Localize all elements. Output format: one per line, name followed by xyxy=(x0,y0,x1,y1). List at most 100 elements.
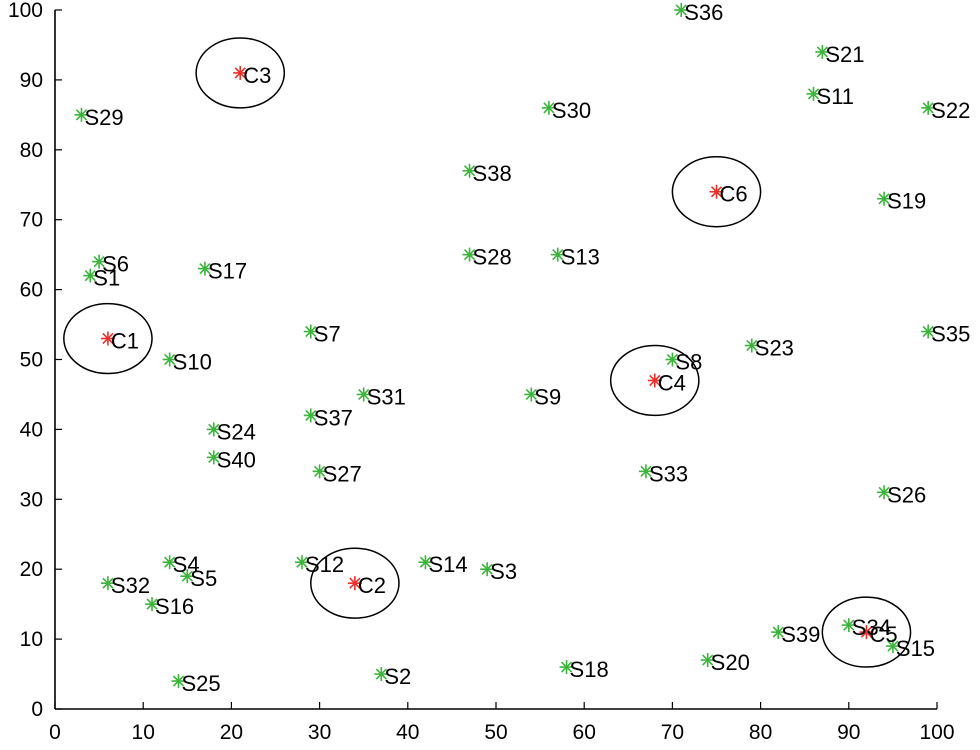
sensor-marker-s8 xyxy=(665,352,680,367)
sensor-marker-s36 xyxy=(674,3,689,17)
marker-stroke xyxy=(199,263,211,275)
marker-stroke xyxy=(234,67,246,79)
point-label-s15: S15 xyxy=(896,636,935,661)
sensor-marker-s10 xyxy=(162,352,177,367)
x-tick-label: 100 xyxy=(919,721,954,744)
marker-stroke xyxy=(305,409,317,422)
marker-stroke xyxy=(543,102,555,114)
point-label-s33: S33 xyxy=(649,461,688,486)
point-label-s25: S25 xyxy=(181,671,220,696)
sensor-marker-s34 xyxy=(841,618,856,633)
cluster-ring-c1 xyxy=(63,302,153,375)
point-label-s12: S12 xyxy=(305,552,344,577)
point-label-s17: S17 xyxy=(208,259,247,284)
sensor-marker-s27 xyxy=(312,464,327,479)
cluster-marker-c6 xyxy=(709,184,724,199)
marker-stroke xyxy=(887,640,899,652)
marker-stroke xyxy=(746,339,758,352)
marker-stroke xyxy=(463,165,476,177)
sensor-marker-s29 xyxy=(74,107,89,122)
cluster-ring-c2 xyxy=(310,547,400,619)
axes: 0 10 20 30 40 50 60 70 80 90 100 0 10 20 30 40 50 60 70 80 9… xyxy=(8,0,955,744)
sensor-marker-s15 xyxy=(885,639,900,654)
sensor-marker-s24 xyxy=(206,422,221,437)
cluster-marker-c2 xyxy=(347,576,362,591)
point-label-s39: S39 xyxy=(781,622,820,647)
marker-stroke xyxy=(375,668,387,680)
point-label-s20: S20 xyxy=(711,650,750,675)
marker-stroke xyxy=(675,4,687,16)
sensor-marker-s32 xyxy=(100,576,115,591)
point-label-s18: S18 xyxy=(570,657,609,682)
cluster-marker-c5 xyxy=(859,625,874,640)
sensor-marker-s39 xyxy=(771,625,786,640)
point-label-c1: C1 xyxy=(111,329,139,354)
marker-stroke xyxy=(93,256,105,268)
point-label-s3: S3 xyxy=(490,559,517,584)
sensor-marker-s6 xyxy=(92,254,107,269)
marker-stroke xyxy=(146,598,158,610)
point-label-c3: C3 xyxy=(243,63,271,88)
marker-stroke xyxy=(878,486,890,498)
marker-stroke xyxy=(181,570,193,582)
point-label-s5: S5 xyxy=(190,566,217,591)
point-label-s21: S21 xyxy=(825,42,864,67)
y-tick-label: 90 xyxy=(20,69,43,92)
marker-stroke xyxy=(419,556,432,568)
point-label-s37: S37 xyxy=(314,405,353,430)
marker-stroke xyxy=(860,626,873,638)
point-label-s38: S38 xyxy=(473,161,512,186)
cluster-ring-c4 xyxy=(609,344,700,417)
point-markers xyxy=(74,3,936,689)
sensor-marker-s20 xyxy=(700,653,715,668)
sensor-marker-s1 xyxy=(83,268,98,283)
point-label-s22: S22 xyxy=(931,98,970,123)
marker-stroke xyxy=(208,451,220,463)
marker-stroke xyxy=(102,332,114,345)
marker-stroke xyxy=(349,577,361,589)
cluster-marker-c1 xyxy=(100,331,115,346)
sensor-marker-s38 xyxy=(462,163,477,178)
marker-stroke xyxy=(358,388,370,401)
sensor-marker-s13 xyxy=(550,247,565,262)
marker-stroke xyxy=(772,626,784,638)
marker-stroke xyxy=(208,423,220,436)
marker-stroke xyxy=(463,249,476,261)
marker-stroke xyxy=(807,88,820,100)
point-label-s31: S31 xyxy=(367,384,406,409)
point-label-c5: C5 xyxy=(869,622,897,647)
sensor-marker-s7 xyxy=(303,324,318,339)
point-label-s32: S32 xyxy=(111,573,150,598)
marker-stroke xyxy=(481,563,493,575)
point-label-s16: S16 xyxy=(155,594,194,619)
sensor-marker-s23 xyxy=(744,338,759,353)
marker-stroke xyxy=(75,109,88,121)
point-label-s36: S36 xyxy=(684,0,723,25)
point-label-s29: S29 xyxy=(84,105,123,130)
marker-stroke xyxy=(649,374,661,387)
x-tick-label: 70 xyxy=(661,721,684,744)
sensor-marker-s11 xyxy=(806,86,821,101)
point-label-s6: S6 xyxy=(102,252,129,277)
marker-stroke xyxy=(164,556,176,568)
sensor-marker-s18 xyxy=(559,660,574,675)
point-label-s26: S26 xyxy=(887,482,926,507)
point-label-s30: S30 xyxy=(552,98,591,123)
x-tick-label: 90 xyxy=(837,721,860,744)
point-label-c2: C2 xyxy=(358,573,386,598)
x-tick-label: 0 xyxy=(49,721,61,744)
point-label-s4: S4 xyxy=(173,552,200,577)
point-label-s24: S24 xyxy=(217,419,256,444)
marker-stroke xyxy=(922,102,934,114)
point-labels: S1S2S3S4S5S6S7S8S9S10S11S12S13S14S15S16S… xyxy=(84,0,970,696)
y-tick-label: 30 xyxy=(20,488,43,511)
sensor-marker-s35 xyxy=(921,324,936,339)
cluster-rings xyxy=(63,37,912,668)
sensor-marker-s5 xyxy=(180,569,195,584)
sensor-marker-s21 xyxy=(815,44,830,59)
marker-stroke xyxy=(710,186,723,198)
x-tick-label: 60 xyxy=(573,721,596,744)
point-label-s10: S10 xyxy=(173,350,212,375)
marker-stroke xyxy=(84,270,96,282)
point-label-s8: S8 xyxy=(675,350,702,375)
